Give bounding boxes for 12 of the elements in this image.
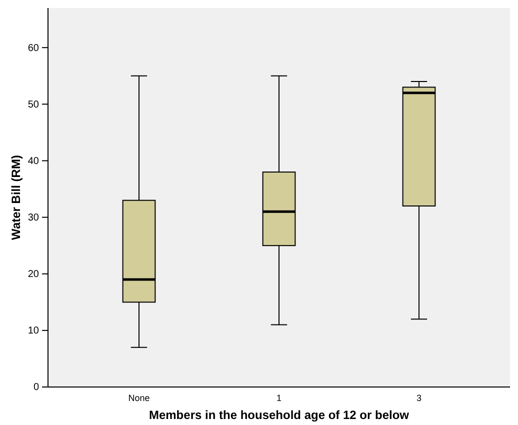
x-tick-label: None [128, 392, 150, 403]
x-axis-title: Members in the household age of 12 or below [148, 408, 410, 422]
y-tick-label: 50 [28, 99, 40, 110]
y-tick-label: 60 [28, 42, 40, 54]
x-tick-label: 1 [276, 392, 282, 403]
y-tick-label: 30 [28, 212, 40, 224]
y-axis-title: Water Bill (RM) [9, 155, 23, 240]
y-tick-label: 40 [28, 156, 40, 167]
y-tick-label: 0 [33, 382, 40, 394]
y-tick-label: 20 [28, 269, 40, 280]
x-tick-label: 3 [416, 392, 422, 403]
y-tick-label: 10 [28, 326, 40, 337]
